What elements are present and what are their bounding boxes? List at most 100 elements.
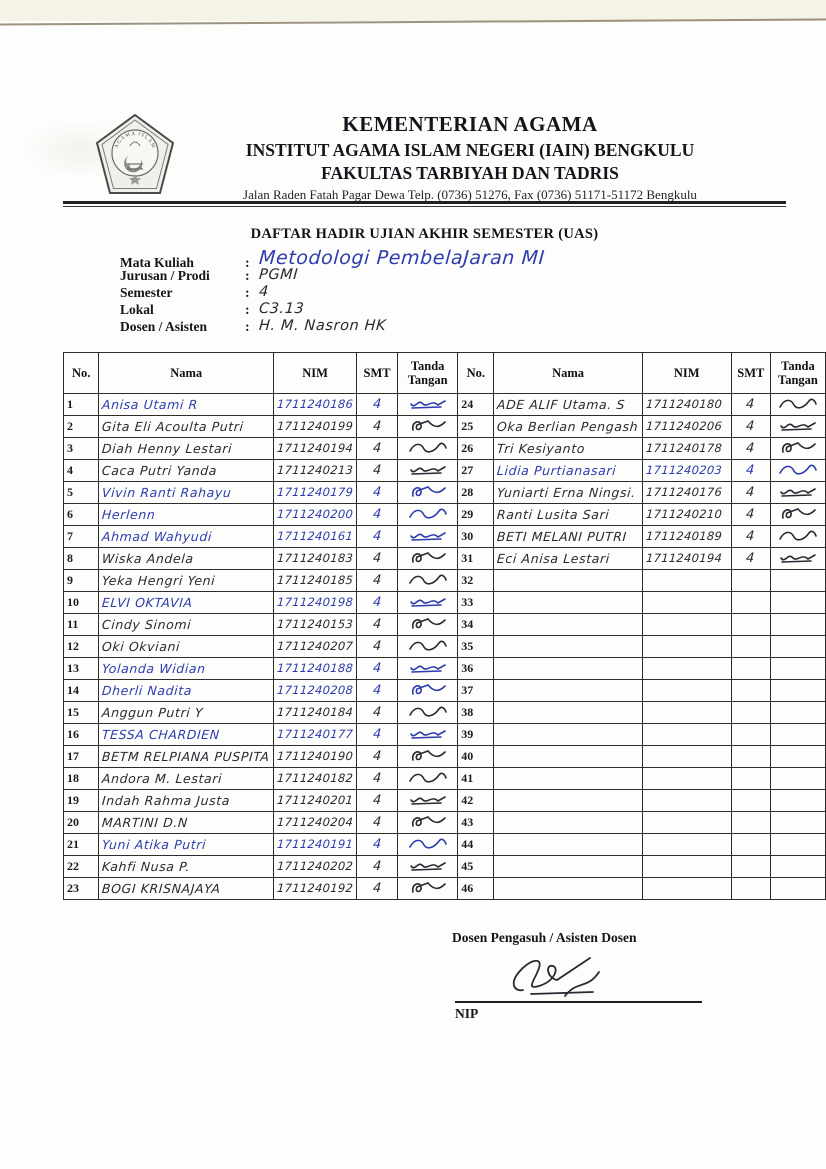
cell-nim — [641, 679, 732, 702]
cell-nama: Yolanda Widian — [98, 657, 274, 680]
cell-nama: Indah Rahma Justa — [98, 789, 274, 812]
student-nim: 1711240202 — [276, 859, 354, 873]
cell-nama — [493, 723, 643, 746]
cell-tanda-tangan — [769, 635, 826, 658]
form-field-value: 4 — [258, 284, 270, 300]
student-name: BOGI KRISNAJAYA — [101, 880, 222, 896]
cell-no: 46 — [457, 877, 495, 900]
cell-no: 18 — [62, 767, 100, 790]
cell-smt: 4 — [356, 657, 399, 680]
cell-tanda-tangan — [397, 437, 459, 460]
student-nim: 1711240206 — [645, 419, 723, 433]
student-nim: 1711240189 — [645, 529, 723, 543]
student-smt: 4 — [745, 551, 756, 566]
student-smt: 4 — [372, 463, 383, 478]
table-row: 12 Oki Okviani 1711240207 4 35 — [62, 635, 826, 658]
cell-nama — [493, 811, 643, 834]
cell-no: 13 — [62, 657, 100, 680]
table-row: 15 Anggun Putri Y 1711240184 4 38 — [62, 701, 826, 724]
student-name: Gita Eli Acoulta Putri — [101, 418, 245, 434]
student-nim: 1711240208 — [276, 683, 354, 697]
cell-nim: 1711240194 — [641, 547, 732, 570]
table-row: 18 Andora M. Lestari 1711240182 4 41 — [62, 767, 826, 790]
cell-nim: 1711240192 — [272, 877, 358, 900]
student-smt: 4 — [372, 727, 383, 742]
cell-nama — [493, 833, 643, 856]
institute-name: INSTITUT AGAMA ISLAM NEGERI (IAIN) BENGK… — [245, 140, 695, 160]
cell-no: 24 — [457, 393, 495, 416]
iain-logo-emblem: AGAMA ISLAM NEGERI — [90, 108, 175, 194]
cell-nim: 1711240201 — [272, 789, 358, 812]
student-nim: 1711240178 — [645, 441, 723, 455]
cell-nama — [493, 569, 643, 592]
cell-tanda-tangan — [397, 657, 459, 680]
form-field-semester: Semester:4 — [120, 284, 680, 301]
cell-smt: 4 — [356, 437, 399, 460]
cell-nama: Wiska Andela — [98, 547, 274, 570]
table-row: 19 Indah Rahma Justa 1711240201 4 42 — [62, 789, 826, 812]
table-header-smt: SMT — [356, 352, 399, 394]
cell-smt: 4 — [730, 459, 771, 482]
cell-no: 17 — [62, 745, 100, 768]
cell-smt: 4 — [356, 569, 399, 592]
table-header-tanda-tangan: Tanda Tangan — [397, 352, 459, 394]
cell-no: 26 — [457, 437, 495, 460]
student-name: Anggun Putri Y — [101, 704, 205, 720]
cell-nama: Ahmad Wahyudi — [98, 525, 274, 548]
cell-no: 27 — [457, 459, 495, 482]
cell-tanda-tangan — [769, 459, 826, 482]
cell-nama: ELVI OKTAVIA — [98, 591, 274, 614]
table-row: 4 Caca Putri Yanda 1711240213 4 27 Lidia Purt… — [62, 459, 826, 482]
iain-logo: AGAMA ISLAM NEGERI — [90, 108, 178, 198]
cell-no: 45 — [457, 855, 495, 878]
cell-smt — [730, 855, 771, 878]
cell-nim — [641, 657, 732, 680]
nip-label: NIP — [455, 1006, 479, 1021]
cell-nama — [493, 657, 643, 680]
signature-scribble — [409, 663, 446, 673]
cell-no: 37 — [457, 679, 495, 702]
student-smt: 4 — [372, 793, 383, 808]
cell-nim: 1711240178 — [641, 437, 732, 460]
form-field-label: Lokal — [120, 302, 154, 317]
student-nim: 1711240182 — [276, 771, 354, 785]
table-row: 6 Herlenn 1711240200 4 29 Ranti Lusita Sari 17… — [62, 503, 826, 526]
cell-nama — [493, 591, 643, 614]
student-smt: 4 — [372, 441, 383, 456]
cell-no: 2 — [62, 415, 100, 438]
cell-tanda-tangan — [769, 503, 826, 526]
student-smt: 4 — [745, 419, 756, 434]
student-smt: 4 — [745, 507, 756, 522]
signer-caption: Dosen Pengasuh / Asisten Dosen — [452, 930, 637, 945]
cell-nim — [641, 767, 732, 790]
cell-nim: 1711240188 — [272, 657, 358, 680]
student-name: Dherli Nadita — [101, 682, 193, 698]
student-nim: 1711240190 — [276, 749, 354, 763]
cell-smt: 4 — [356, 635, 399, 658]
cell-tanda-tangan — [769, 525, 826, 548]
cell-nama: BOGI KRISNAJAYA — [98, 877, 274, 900]
cell-no: 38 — [457, 701, 495, 724]
student-smt: 4 — [372, 705, 383, 720]
cell-smt: 4 — [356, 767, 399, 790]
student-name: Kahfi Nusa P. — [101, 858, 192, 874]
signature-scribble — [408, 640, 447, 651]
cell-nama: Yuni Atika Putri — [98, 833, 274, 856]
signature-scribble — [408, 772, 447, 783]
cell-no: 32 — [457, 569, 495, 592]
student-nim: 1711240207 — [276, 639, 354, 653]
cell-tanda-tangan — [397, 503, 459, 526]
cell-tanda-tangan — [397, 767, 459, 790]
student-smt: 4 — [745, 529, 756, 544]
signature-scribble — [408, 442, 447, 453]
cell-smt: 4 — [356, 415, 399, 438]
cell-tanda-tangan — [769, 591, 826, 614]
cell-tanda-tangan — [397, 525, 459, 548]
cell-tanda-tangan — [397, 723, 459, 746]
cell-nama: Caca Putri Yanda — [98, 459, 274, 482]
cell-no: 8 — [62, 547, 100, 570]
cell-tanda-tangan — [769, 745, 826, 768]
student-name: ADE ALIF Utama. S — [496, 396, 627, 412]
letterhead-rule-thick — [63, 201, 786, 204]
cell-tanda-tangan — [769, 701, 826, 724]
